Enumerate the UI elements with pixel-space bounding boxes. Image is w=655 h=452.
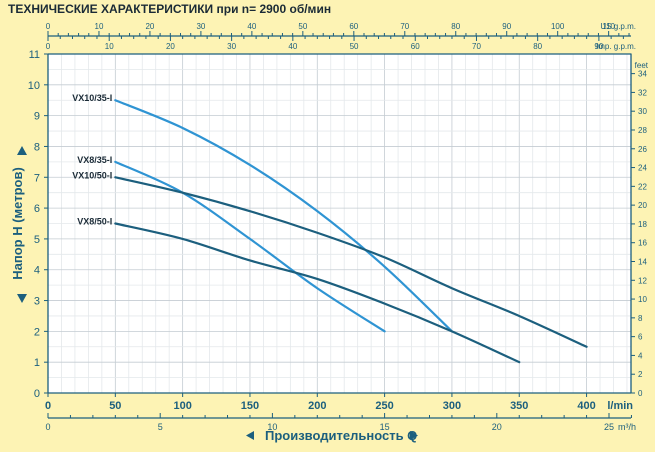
lmin-unit-label: l/min: [607, 400, 633, 412]
chart-title: ТЕХНИЧЕСКИЕ ХАРАКТЕРИСТИКИ при n= 2900 о…: [8, 2, 331, 16]
feet-tick-label: 28: [638, 126, 647, 135]
feet-tick-label: 18: [638, 220, 647, 229]
feet-tick-label: 22: [638, 182, 647, 191]
m3h-tick-label: 25: [604, 422, 614, 432]
impgpm-tick-label: 0: [46, 42, 51, 51]
series-line-vx10-35-i: [114, 99, 454, 333]
impgpm-tick-label: 10: [105, 42, 114, 51]
series-label-vx10-35-i: VX10/35-I: [72, 93, 112, 103]
tick-labels: 0123456789101102468101214161820222426283…: [28, 22, 649, 432]
lmin-tick-label: 50: [109, 400, 121, 412]
usgpm-tick-label: 90: [502, 22, 511, 31]
usgpm-unit-label: US g.p.m.: [600, 22, 636, 31]
feet-tick-label: 0: [638, 389, 643, 398]
usgpm-tick-label: 20: [145, 22, 154, 31]
feet-unit-label: feet: [635, 61, 649, 70]
y-tick-label: 4: [34, 265, 40, 277]
arrow-up-icon: [17, 146, 27, 155]
impgpm-tick-label: 60: [411, 42, 420, 51]
m3h-tick-label: 0: [45, 422, 50, 432]
series-lines: [114, 99, 588, 364]
feet-tick-label: 30: [638, 107, 647, 116]
usgpm-tick-label: 80: [451, 22, 460, 31]
y-tick-label: 3: [34, 296, 40, 308]
feet-tick-label: 10: [638, 295, 647, 304]
series-label-vx10-50-i: VX10/50-I: [72, 170, 112, 180]
usgpm-tick-label: 100: [551, 22, 565, 31]
usgpm-tick-label: 10: [95, 22, 104, 31]
x-axis-label: Производительность Q: [265, 428, 417, 443]
impgpm-tick-label: 80: [533, 42, 542, 51]
usgpm-tick-label: 30: [196, 22, 205, 31]
y-tick-label: 5: [34, 234, 40, 246]
arrow-left-icon: [246, 431, 254, 440]
usgpm-tick-label: 0: [46, 22, 51, 31]
impgpm-tick-label: 40: [288, 42, 297, 51]
impgpm-tick-label: 50: [350, 42, 359, 51]
feet-tick-label: 34: [638, 70, 647, 79]
grid: [47, 53, 631, 394]
m3h-tick-label: 5: [158, 422, 163, 432]
y-tick-label: 9: [34, 111, 40, 123]
feet-tick-label: 8: [638, 314, 643, 323]
arrow-right-icon: [410, 431, 418, 440]
lmin-tick-label: 0: [45, 400, 51, 412]
feet-tick-label: 24: [638, 164, 647, 173]
y-tick-label: 6: [34, 203, 40, 215]
lmin-tick-label: 150: [241, 400, 259, 412]
y-tick-label: 7: [34, 172, 40, 184]
y-tick-label: 11: [29, 49, 40, 61]
usgpm-tick-label: 50: [298, 22, 307, 31]
feet-tick-label: 4: [638, 351, 643, 360]
m3h-tick-label: 10: [267, 422, 277, 432]
feet-tick-label: 26: [638, 145, 647, 154]
feet-tick-label: 16: [638, 239, 647, 248]
m3h-tick-label: 15: [380, 422, 390, 432]
series-label-vx8-50-i: VX8/50-I: [77, 217, 112, 227]
impgpm-tick-label: 30: [227, 42, 236, 51]
y-tick-label: 1: [34, 357, 40, 369]
y-tick-label: 2: [34, 326, 40, 338]
feet-tick-label: 14: [638, 257, 647, 266]
lmin-tick-label: 400: [577, 400, 595, 412]
m3h-tick-label: 20: [492, 422, 502, 432]
series-label-vx8-35-i: VX8/35-I: [77, 155, 112, 165]
feet-tick-label: 12: [638, 276, 647, 285]
lmin-tick-label: 350: [510, 400, 528, 412]
impgpm-unit-label: Imp. g.p.m.: [596, 42, 636, 51]
series-line-vx8-35-i: [114, 160, 386, 333]
feet-tick-label: 2: [638, 370, 643, 379]
usgpm-tick-label: 70: [400, 22, 409, 31]
series-line-vx8-50-i: [114, 222, 521, 364]
lmin-tick-label: 250: [375, 400, 393, 412]
y-tick-label: 8: [34, 141, 40, 153]
lmin-tick-label: 300: [443, 400, 461, 412]
y-tick-label: 0: [34, 388, 40, 400]
series-line-vx10-50-i: [114, 176, 588, 348]
feet-tick-label: 32: [638, 88, 647, 97]
impgpm-tick-label: 90: [594, 42, 603, 51]
usgpm-tick-label: 110: [602, 22, 615, 31]
impgpm-tick-label: 70: [472, 42, 481, 51]
y-axis-label: Напор H (метров): [10, 167, 25, 280]
lmin-tick-label: 200: [308, 400, 326, 412]
y-tick-label: 10: [28, 80, 40, 92]
usgpm-tick-label: 40: [247, 22, 256, 31]
usgpm-tick-label: 60: [349, 22, 358, 31]
feet-tick-label: 6: [638, 333, 643, 342]
feet-tick-label: 20: [638, 201, 647, 210]
series-labels: VX10/35-I VX8/35-I VX10/50-I VX8/50-I: [72, 93, 112, 226]
m3h-unit-label: m³/h: [618, 422, 636, 432]
axes: [47, 35, 632, 419]
arrow-down-icon: [17, 294, 27, 303]
impgpm-tick-label: 20: [166, 42, 175, 51]
lmin-tick-label: 100: [173, 400, 191, 412]
